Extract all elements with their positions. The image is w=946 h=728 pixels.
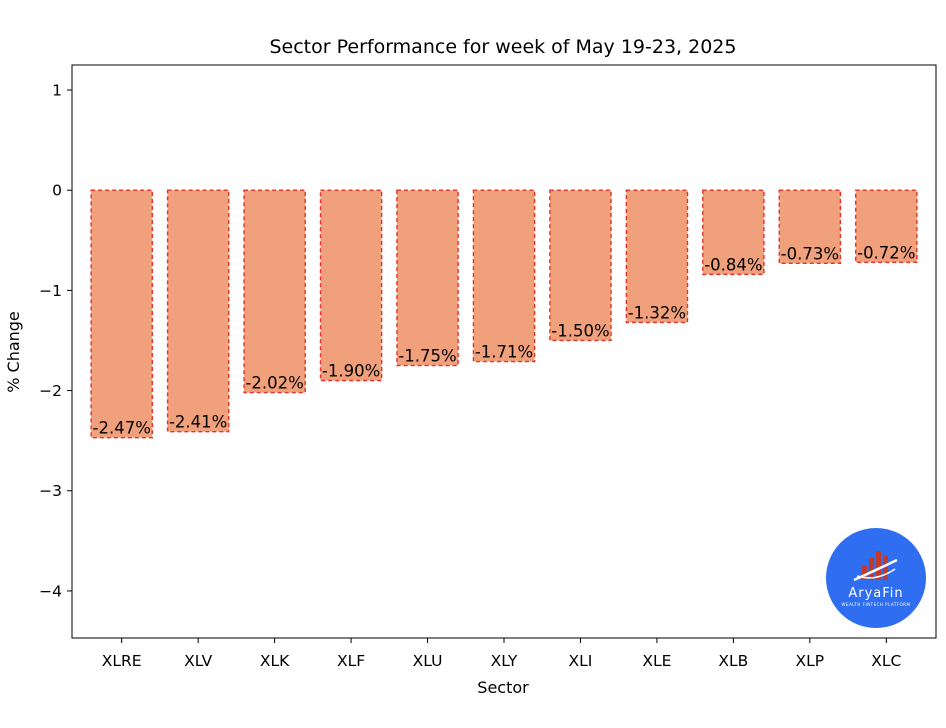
y-axis-label: % Change	[4, 311, 23, 393]
x-tick-label-xlre: XLRE	[102, 652, 142, 670]
bars-layer: -2.47% -2.41% -2.02% -1.90% -1.75% -1.71% -1.5…	[90, 189, 918, 439]
x-tick-label-xly: XLY	[491, 652, 518, 670]
data-label-xlv: -2.41%	[169, 413, 227, 432]
data-label-xlp: -0.73%	[781, 244, 839, 263]
x-tick-label-xlk: XLK	[260, 652, 290, 670]
bar-xlp	[778, 189, 842, 265]
x-tick-label-xlf: XLF	[337, 652, 365, 670]
data-label-xlc: -0.72%	[857, 243, 915, 262]
chart-title: Sector Performance for week of May 19-23…	[269, 36, 736, 58]
logo-bars-icon	[853, 551, 898, 582]
data-label-xlu: -1.75%	[398, 347, 456, 366]
data-label-xlb: -0.84%	[704, 255, 762, 274]
y-tick-label: −3	[39, 482, 62, 500]
x-tick-label-xle: XLE	[642, 652, 671, 670]
bar-xlu	[396, 189, 459, 367]
y-tick-label: −4	[39, 582, 62, 600]
y-tick-label: −1	[39, 282, 62, 300]
x-tick-label-xli: XLI	[569, 652, 593, 670]
bar-xlv	[166, 189, 230, 433]
bar-xlre	[90, 189, 153, 439]
x-tick-label-xlv: XLV	[184, 652, 213, 670]
data-label-xlf: -1.90%	[322, 362, 380, 381]
bar-xlk	[243, 189, 306, 394]
bar-xly	[472, 189, 536, 363]
x-axis-label: Sector	[477, 678, 529, 697]
x-tick-label-xlu: XLU	[413, 652, 443, 670]
bar-xle	[625, 189, 689, 324]
logo-brand-text: AryaFin	[848, 586, 903, 601]
y-tick-label: 0	[52, 182, 62, 200]
y-tick-label: 1	[52, 82, 62, 100]
x-tick-label-xlb: XLB	[718, 652, 748, 670]
data-label-xle: -1.32%	[628, 303, 686, 322]
data-label-xlk: -2.02%	[245, 374, 303, 393]
x-tick-label-xlp: XLP	[796, 652, 825, 670]
logo-tagline: WEALTH FINTECH PLATFORM	[842, 602, 911, 607]
axes-layer: 1 0 −1 −2 −3 −4 XLRE XLV XLK XLF XLU XLY XLI XLE XLB XL…	[39, 64, 937, 670]
bar-xlf	[319, 189, 383, 382]
y-tick-label: −2	[39, 382, 62, 400]
data-label-xli: -1.50%	[551, 321, 609, 340]
aryafin-logo: AryaFin WEALTH FINTECH PLATFORM	[826, 528, 926, 628]
bar-xlb	[702, 189, 765, 276]
data-label-xlre: -2.47%	[93, 419, 151, 438]
bar-xlc	[855, 189, 918, 264]
bar-xli	[549, 189, 612, 342]
data-label-xly: -1.71%	[475, 343, 533, 362]
x-tick-label-xlc: XLC	[871, 652, 901, 670]
